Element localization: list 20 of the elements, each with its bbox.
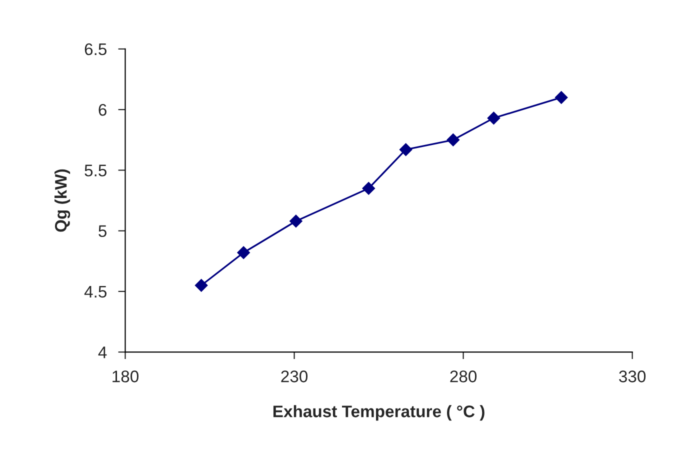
point [362,182,376,195]
y-tick-label: 6 [98,104,106,116]
y-tick-label: 5 [98,225,106,238]
x-axis-title: Exhaust Temperature ( °C ) [273,405,484,421]
point [554,91,568,104]
point [237,246,250,260]
point [399,143,412,156]
y-tick-label: 6.5 [84,43,106,56]
y-axis-title: Qg (kW) [54,169,70,232]
y-tick-label: 4 [98,346,107,358]
y-tick-label: 4.5 [84,286,106,298]
point [487,112,500,124]
point [290,214,302,228]
y-tick-label: 5.5 [84,164,106,176]
x-tick-label: 330 [619,370,646,382]
x-tick-label: 230 [281,370,308,382]
point [446,133,460,146]
x-tick-label: 280 [450,370,477,382]
x-tick-label: 180 [112,370,138,382]
point [194,278,208,292]
